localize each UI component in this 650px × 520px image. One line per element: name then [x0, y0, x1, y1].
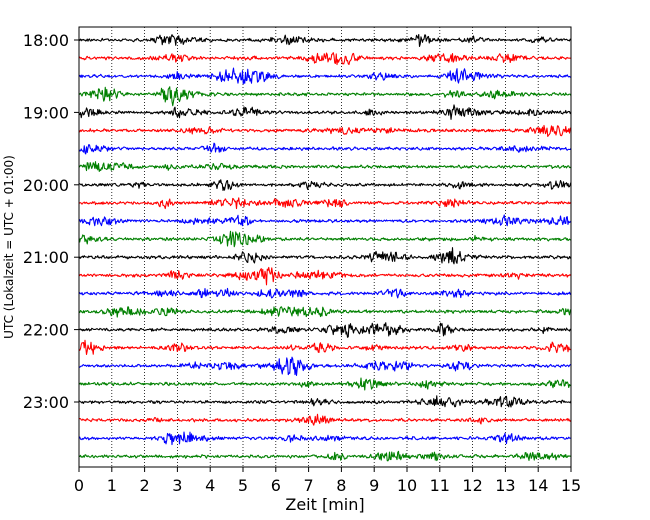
- trace-2300: [78, 395, 572, 408]
- y-tick-label-18:00: 18:00: [23, 31, 69, 50]
- x-tick-label-1: 1: [107, 476, 117, 495]
- x-tick-label-8: 8: [336, 476, 346, 495]
- y-tick-label-20:00: 20:00: [23, 176, 69, 195]
- trace-1845: [78, 86, 572, 107]
- trace-2115: [78, 266, 572, 286]
- x-tick-label-15: 15: [561, 476, 581, 495]
- trace-2245: [78, 377, 572, 391]
- trace-2015: [78, 197, 572, 210]
- plot-frame: [78, 26, 572, 468]
- trace-2030: [78, 214, 572, 227]
- trace-2345: [78, 450, 572, 462]
- trace-2045: [78, 230, 572, 248]
- x-tick-label-14: 14: [528, 476, 548, 495]
- y-tick-label-22:00: 22:00: [23, 321, 69, 340]
- trace-2145: [78, 306, 572, 318]
- trace-2100: [78, 247, 572, 265]
- x-axis-ticks: 0 1 2 3 4 5 6 7 8 9 10 11 12 13 14 15: [74, 467, 581, 495]
- waveform-traces: [78, 33, 572, 462]
- x-tick-label-4: 4: [205, 476, 215, 495]
- x-tick-label-3: 3: [172, 476, 182, 495]
- trace-2000: [78, 179, 572, 192]
- x-tick-label-0: 0: [74, 476, 84, 495]
- trace-1800: [78, 33, 572, 47]
- trace-2215: [78, 339, 572, 356]
- x-tick-label-10: 10: [397, 476, 417, 495]
- trace-1930: [78, 142, 572, 155]
- trace-2230: [78, 356, 572, 376]
- x-tick-label-2: 2: [140, 476, 150, 495]
- y-tick-label-23:00: 23:00: [23, 393, 69, 412]
- x-tick-label-5: 5: [238, 476, 248, 495]
- trace-2315: [78, 413, 572, 426]
- x-axis-title: Zeit [min]: [285, 495, 364, 514]
- x-tick-label-12: 12: [462, 476, 482, 495]
- x-tick-label-6: 6: [271, 476, 281, 495]
- trace-2130: [78, 287, 572, 299]
- x-tick-label-7: 7: [304, 476, 314, 495]
- x-tick-label-13: 13: [495, 476, 515, 495]
- y-tick-label-21:00: 21:00: [23, 248, 69, 267]
- trace-2330: [78, 431, 572, 446]
- trace-2200: [78, 322, 572, 338]
- y-axis-title: UTC (Lokalzeit = UTC + 01:00): [2, 155, 16, 339]
- y-tick-label-19:00: 19:00: [23, 103, 69, 122]
- trace-1815: [78, 52, 572, 66]
- x-tick-label-11: 11: [430, 476, 450, 495]
- trace-1945: [78, 161, 572, 172]
- x-tick-label-9: 9: [369, 476, 379, 495]
- trace-1830: [78, 67, 572, 85]
- y-axis-ticks: 18:00 19:00 20:00 21:00 22:00 23:00: [23, 31, 79, 412]
- trace-1915: [78, 124, 572, 138]
- trace-1900: [78, 104, 572, 120]
